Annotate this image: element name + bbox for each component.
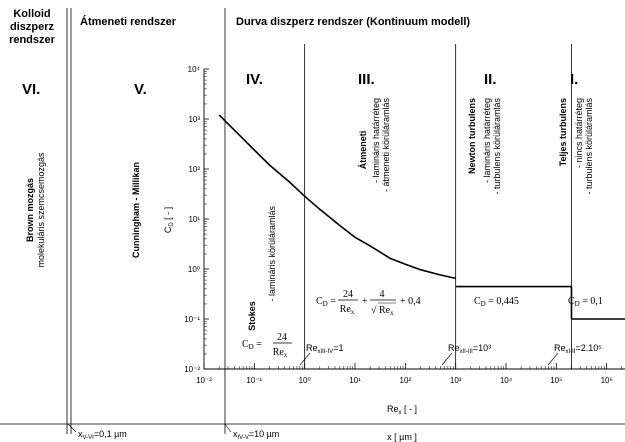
y-tick-label: 10⁻¹ [184, 315, 200, 324]
full-turbulent-formula: CD = 0,1 [568, 296, 603, 308]
colloid-header-1: Kolloid [13, 8, 50, 20]
svg-text:RexII-III=10³: RexII-III=10³ [448, 343, 491, 355]
x-tick-label: 10¹ [349, 376, 361, 385]
x-axis-label: Rex [ - ] [387, 404, 417, 416]
y-tick-label: 10³ [188, 115, 200, 124]
boundary-x-v-vi: xV-VI=0,1 µm [67, 423, 127, 441]
svg-text:CD =: CD = [242, 339, 262, 351]
y-ticks: 10⁻² 10⁻¹ 10⁰ 10¹ 10² 10³ 10⁴ [184, 65, 209, 374]
svg-text:+: + [362, 296, 368, 307]
boundary-re-ii-iii: RexII-III=10³ [441, 343, 491, 366]
x-tick-label: 10⁻¹ [246, 376, 262, 385]
region-i-title: Teljes turbulens [558, 98, 568, 166]
region-iv-title: Stokes [247, 301, 257, 331]
region-iii-sub1: - lamináris határréteg [371, 98, 381, 183]
svg-text:xIV-V=10 µm: xIV-V=10 µm [233, 429, 279, 441]
region-i-sub2: - turbulens körüláramlás [584, 98, 594, 195]
region-iii-sub2: - átmeneti körüláramlás [381, 98, 391, 193]
x-tick-label: 10⁰ [299, 376, 311, 385]
svg-text:RexIII-IV=1: RexIII-IV=1 [306, 343, 343, 355]
y-tick-label: 10⁻² [184, 365, 200, 374]
region-ii-sub2: - turbulens körüláramlás [492, 98, 502, 195]
boundary-re-iii-iv: RexIII-IV=1 [299, 343, 343, 366]
y-tick-label: 10⁴ [188, 65, 201, 74]
colloid-header-2: diszperz [10, 21, 55, 33]
svg-text:CD =: CD = [316, 296, 336, 308]
svg-text:24: 24 [343, 289, 353, 300]
series-curve [218, 114, 456, 280]
x-tick-label: 10⁵ [550, 376, 562, 385]
region-i-sub1: - nincs határréteg [574, 98, 584, 168]
coarse-header: Durva diszperz rendszer (Kontinuum model… [236, 16, 470, 28]
region-iii-numeral: III. [358, 71, 375, 88]
x-tick-label: 10⁶ [601, 376, 613, 385]
y-tick-label: 10¹ [188, 215, 200, 224]
boundary-x-iv-v: xIV-V=10 µm [224, 423, 279, 441]
svg-text:+ 0,4: + 0,4 [400, 296, 421, 307]
region-vi-numeral: VI. [22, 81, 40, 98]
x-ticks: 10⁻² 10⁻¹ 10⁰ 10¹ 10² 10³ 10⁴ 10⁵ 10⁶ [196, 363, 623, 385]
svg-text:xV-VI=0,1 µm: xV-VI=0,1 µm [78, 429, 127, 441]
region-v-title: Cunningham - Millikan [131, 162, 141, 258]
newton-formula: CD = 0,445 [474, 296, 519, 308]
region-ii-numeral: II. [484, 71, 497, 88]
y-tick-label: 10⁰ [188, 265, 200, 274]
region-iv-numeral: IV. [246, 71, 263, 88]
svg-text:Rex: Rex [273, 347, 288, 359]
x-micron-axis-label: x [ µm ] [387, 432, 417, 442]
region-ii-title: Newton turbulens [467, 98, 477, 174]
stokes-formula: CD = 24 Rex [242, 332, 292, 359]
region-vi-sub: molekuláris szemcsemozgás [36, 152, 46, 268]
region-i-numeral: I. [570, 71, 578, 88]
svg-text:24: 24 [277, 332, 287, 343]
x-tick-label: 10³ [450, 376, 462, 385]
x-tick-label: 10² [400, 376, 412, 385]
x-tick-label: 10⁴ [500, 376, 513, 385]
svg-text:√: √ [371, 305, 377, 316]
region-iii-title: Átmeneti [358, 131, 368, 170]
colloid-header-3: rendszer [9, 34, 56, 46]
svg-text:4: 4 [380, 289, 385, 300]
transition-header: Átmeneti rendszer [80, 15, 177, 28]
region-iv-sub: - lamináris körüláramlás [267, 206, 277, 302]
boundary-re-i-ii: RexI-II=2.10⁵ [547, 343, 602, 366]
region-vi-title: Brown mozgás [25, 178, 35, 242]
svg-text:Rex: Rex [379, 305, 394, 317]
series-group [218, 114, 625, 320]
svg-text:RexI-II=2.10⁵: RexI-II=2.10⁵ [554, 343, 602, 355]
region-ii-sub1: - lamináris határréteg [482, 98, 492, 183]
transition-formula: CD = 24 Rex + 4 √ Rex + 0,4 [316, 289, 421, 317]
x-tick-label: 10⁻² [196, 376, 212, 385]
svg-text:Rex: Rex [340, 304, 355, 316]
y-axis-label: CD [ - ] [163, 207, 175, 233]
region-v-numeral: V. [134, 81, 147, 98]
y-tick-label: 10² [188, 165, 200, 174]
